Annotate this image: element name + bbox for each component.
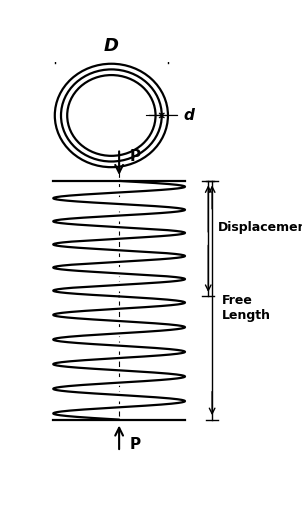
Text: Free
Length: Free Length bbox=[221, 294, 270, 322]
Text: Displacement: Displacement bbox=[217, 221, 302, 233]
Text: D: D bbox=[104, 37, 119, 55]
Text: d: d bbox=[183, 108, 194, 123]
Text: P: P bbox=[130, 437, 141, 452]
Text: P: P bbox=[130, 149, 141, 164]
